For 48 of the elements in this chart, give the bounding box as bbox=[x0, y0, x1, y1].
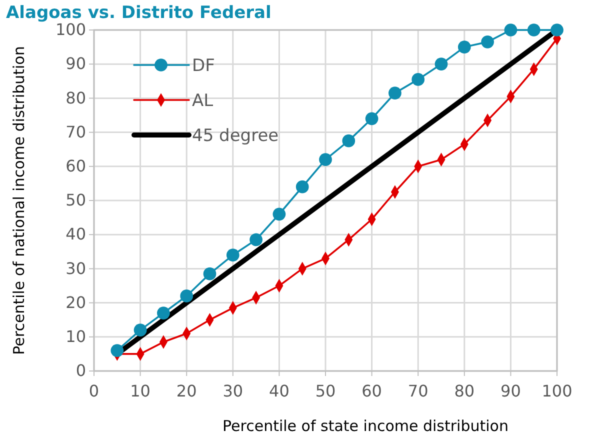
point bbox=[458, 40, 471, 54]
point bbox=[180, 290, 194, 302]
point bbox=[342, 134, 356, 148]
point bbox=[550, 24, 564, 36]
point bbox=[250, 233, 262, 246]
point bbox=[226, 248, 240, 262]
x-tick-label: 100 bbox=[542, 382, 572, 401]
x-tick-label: 0 bbox=[88, 382, 100, 401]
y-tick-label: 100 bbox=[55, 20, 86, 40]
point bbox=[157, 306, 170, 320]
y-tick-label: 60 bbox=[66, 156, 86, 176]
y-tick-label: 70 bbox=[66, 122, 86, 142]
x-tick-label: 30 bbox=[222, 382, 244, 401]
x-axis-title: Percentile of state income distribution bbox=[222, 417, 508, 435]
y-tick-label: 0 bbox=[76, 361, 86, 380]
point bbox=[527, 24, 540, 36]
legend-label: DF bbox=[192, 56, 215, 76]
legend-label: AL bbox=[192, 91, 214, 111]
y-tick-label: 20 bbox=[66, 292, 86, 312]
chart-title: Alagoas vs. Distrito Federal bbox=[6, 3, 272, 23]
y-tick-label: 50 bbox=[66, 190, 86, 210]
point bbox=[388, 86, 402, 100]
x-tick-label: 20 bbox=[176, 382, 197, 401]
x-tick-label: 90 bbox=[500, 382, 521, 401]
point bbox=[134, 324, 147, 336]
y-axis-title: Percentile of national income distribution bbox=[10, 46, 28, 355]
y-tick-label: 10 bbox=[66, 327, 86, 346]
point bbox=[434, 58, 448, 71]
x-tick-label: 10 bbox=[130, 382, 150, 401]
legend-label: 45 degree bbox=[192, 126, 279, 146]
x-tick-label: 40 bbox=[269, 382, 290, 401]
x-tick-label: 70 bbox=[408, 382, 428, 401]
point bbox=[203, 267, 216, 280]
point bbox=[481, 36, 494, 48]
point bbox=[504, 24, 518, 36]
y-tick-label: 30 bbox=[66, 258, 86, 278]
point bbox=[296, 180, 309, 194]
point bbox=[110, 344, 124, 357]
y-tick-label: 40 bbox=[66, 224, 86, 244]
point bbox=[412, 73, 425, 86]
x-tick-label: 80 bbox=[454, 382, 475, 401]
point bbox=[319, 153, 332, 166]
point bbox=[365, 112, 378, 126]
x-tick-label: 60 bbox=[362, 382, 382, 401]
y-tick-label: 90 bbox=[66, 54, 86, 74]
point bbox=[272, 208, 286, 221]
y-tick-label: 80 bbox=[66, 88, 86, 108]
x-tick-label: 50 bbox=[315, 382, 336, 401]
